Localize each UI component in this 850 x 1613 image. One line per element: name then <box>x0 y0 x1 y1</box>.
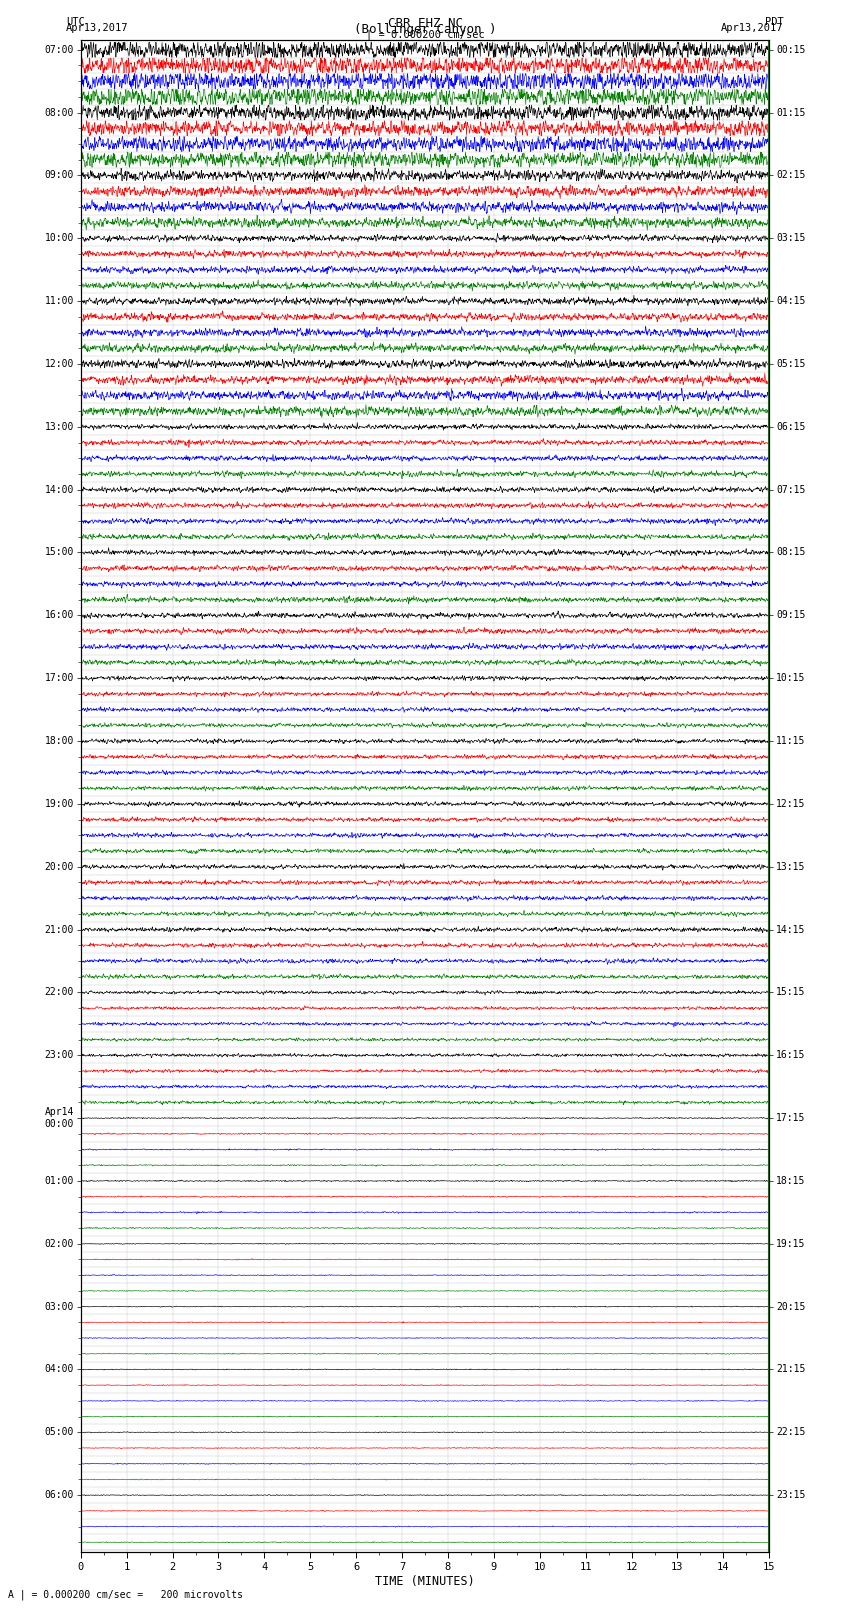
Text: UTC: UTC <box>66 18 85 27</box>
Text: | = 0.000200 cm/sec: | = 0.000200 cm/sec <box>366 31 484 40</box>
Text: PDT: PDT <box>765 18 784 27</box>
Text: (Bollinger Canyon ): (Bollinger Canyon ) <box>354 24 496 37</box>
Text: Apr13,2017: Apr13,2017 <box>721 23 784 32</box>
X-axis label: TIME (MINUTES): TIME (MINUTES) <box>375 1574 475 1587</box>
Text: Apr13,2017: Apr13,2017 <box>66 23 129 32</box>
Text: CBR EHZ NC: CBR EHZ NC <box>388 18 462 31</box>
Text: A | = 0.000200 cm/sec =   200 microvolts: A | = 0.000200 cm/sec = 200 microvolts <box>8 1589 243 1600</box>
